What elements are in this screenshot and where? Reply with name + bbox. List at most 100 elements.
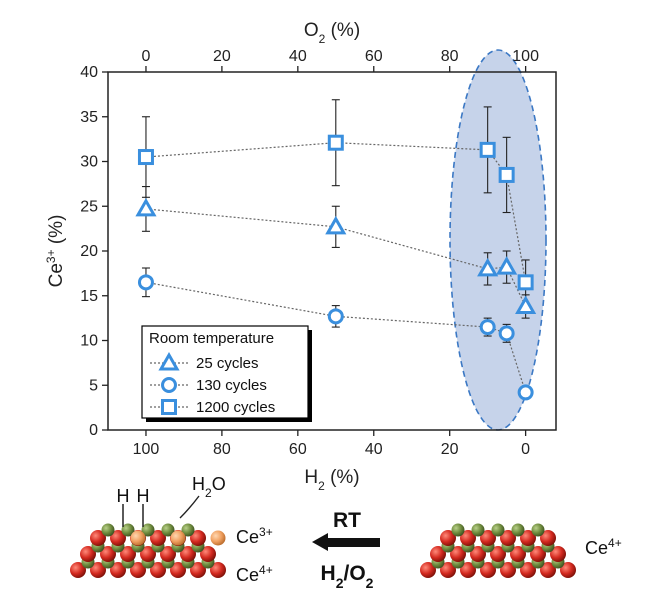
y-tick-label: 40 <box>80 64 98 81</box>
bottom-tick-label: 60 <box>289 441 307 458</box>
ce-atom <box>430 546 446 562</box>
legend-entries: 25 cycles 130 cycles 1200 cycles <box>150 351 275 416</box>
oxygen-atom <box>471 523 485 537</box>
bottom-tick-label: 100 <box>133 441 160 458</box>
ce-atom <box>440 530 456 546</box>
ce-atom <box>100 546 116 562</box>
ce-atom <box>470 546 486 562</box>
highlight-ellipse <box>449 49 547 431</box>
point-1200-cycles <box>479 141 496 158</box>
ce-atom <box>110 530 126 546</box>
ce-atom <box>480 530 496 546</box>
axis-ticks: 100 80 60 40 20 0 0 20 40 60 80 100 0 5 10 15 20 25 30 35 40 <box>80 48 539 458</box>
ce-atom <box>440 562 456 578</box>
point-130-cycles <box>498 325 515 342</box>
ce-atom <box>540 562 556 578</box>
water-label: H2O <box>192 474 226 500</box>
ce-atom <box>420 562 436 578</box>
ce-atom <box>530 546 546 562</box>
point-25-cycles <box>515 295 537 314</box>
water-release-curve <box>179 495 200 519</box>
ce-atom <box>90 530 106 546</box>
legend-marker-1200-cycles <box>161 399 177 415</box>
ce-atom <box>150 562 166 578</box>
top-tick-label: 100 <box>512 48 539 65</box>
reduced-ce-atom <box>130 530 146 546</box>
y-tick-label: 35 <box>80 109 98 126</box>
ce-atom <box>110 562 126 578</box>
oxygen-atom <box>491 523 505 537</box>
bottom-axis-title: H2 (%) <box>304 467 359 493</box>
legend-label-130-cycles: 130 cycles <box>196 377 267 394</box>
ce-atom <box>70 562 86 578</box>
legend-title: Room temperature <box>149 330 274 347</box>
reduced-ce-atom <box>170 530 186 546</box>
bottom-tick-label: 0 <box>521 441 530 458</box>
top-tick-label: 20 <box>213 48 231 65</box>
ce-atom <box>170 562 186 578</box>
ce-atom <box>500 530 516 546</box>
point-1200-cycles <box>327 134 344 151</box>
ce4-label-right: Ce4+ <box>585 536 622 558</box>
oxygen-atom <box>451 523 465 537</box>
point-25-cycles <box>496 256 518 275</box>
h-atom-left-label: H <box>117 486 130 506</box>
ce-atom <box>540 530 556 546</box>
ce4-label-left: Ce4+ <box>236 563 273 585</box>
point-1200-cycles <box>517 274 534 291</box>
ce-atom <box>190 562 206 578</box>
ce-atom <box>80 546 96 562</box>
point-25-cycles <box>325 215 347 235</box>
arrow-label-rt: RT <box>333 509 361 532</box>
y-tick-label: 20 <box>80 243 98 260</box>
ce-atom <box>130 562 146 578</box>
right-lattice <box>420 523 576 578</box>
reduced-ce-atom <box>210 530 226 546</box>
ce-atom <box>560 562 576 578</box>
ce-atom <box>450 546 466 562</box>
oxygen-atom <box>141 523 155 537</box>
y-tick-label: 15 <box>80 288 98 305</box>
legend-label-25-cycles: 25 cycles <box>196 355 259 372</box>
point-25-cycles <box>477 257 499 277</box>
surface-schematic: H H H2O Ce3+ Ce4+ RT H2/O2 Ce4+ <box>70 474 622 591</box>
y-tick-label: 30 <box>80 154 98 171</box>
legend-marker-25-cycles <box>158 351 180 371</box>
ce-atom <box>510 546 526 562</box>
oxygen-atom <box>181 523 195 537</box>
ce-atom <box>500 562 516 578</box>
point-130-cycles <box>137 274 154 291</box>
chart: 100 80 60 40 20 0 0 20 40 60 80 100 0 5 10 15 20 25 30 35 40… <box>44 20 557 493</box>
h-atom-right-label: H <box>137 486 150 506</box>
bottom-tick-label: 80 <box>213 441 231 458</box>
point-130-cycles <box>479 319 496 336</box>
point-1200-cycles <box>137 149 154 166</box>
top-axis-title: O2 (%) <box>304 20 360 46</box>
y-tick-label: 10 <box>80 333 98 350</box>
ce-atom <box>150 530 166 546</box>
ce-atom <box>120 546 136 562</box>
arrow-label-h2o2: H2/O2 <box>321 562 374 591</box>
bottom-tick-label: 40 <box>365 441 383 458</box>
data-markers <box>135 134 537 401</box>
ce-atom <box>210 562 226 578</box>
oxygen-atom <box>531 523 545 537</box>
point-130-cycles <box>327 308 344 325</box>
oxygen-atom <box>161 523 175 537</box>
top-tick-label: 40 <box>289 48 307 65</box>
point-130-cycles <box>517 384 534 401</box>
ce-atom <box>200 546 216 562</box>
oxygen-atom <box>101 523 115 537</box>
ce-atom <box>460 562 476 578</box>
point-25-cycles <box>135 197 157 217</box>
ce-atom <box>460 530 476 546</box>
ce-atom <box>180 546 196 562</box>
ce-atom <box>520 562 536 578</box>
top-tick-label: 0 <box>142 48 151 65</box>
point-1200-cycles <box>498 166 515 183</box>
legend-label-1200-cycles: 1200 cycles <box>196 399 275 416</box>
legend: Room temperature 25 cycles 130 cycles 1200… <box>141 325 312 422</box>
ce-atom <box>490 546 506 562</box>
y-tick-label: 0 <box>89 422 98 439</box>
